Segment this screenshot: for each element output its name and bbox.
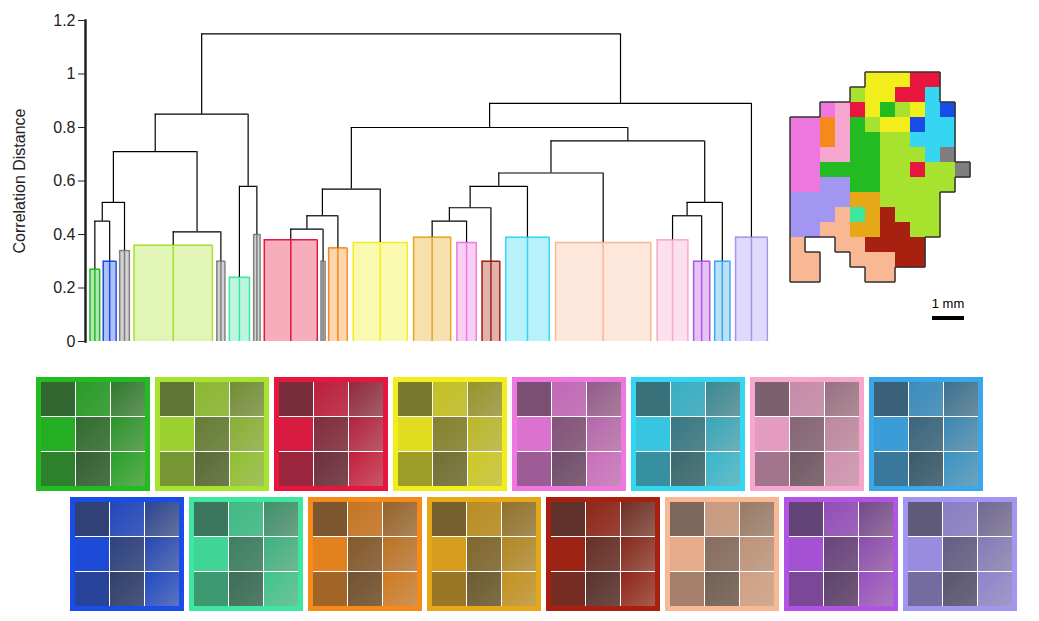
svg-text:1.2: 1.2 bbox=[53, 12, 75, 29]
svg-text:0.2: 0.2 bbox=[53, 279, 75, 296]
svg-text:1 mm: 1 mm bbox=[932, 296, 965, 311]
svg-text:0.4: 0.4 bbox=[53, 226, 75, 243]
svg-text:0.8: 0.8 bbox=[53, 119, 75, 136]
svg-text:Correlation Distance: Correlation Distance bbox=[11, 108, 28, 253]
svg-text:0: 0 bbox=[67, 333, 76, 350]
svg-text:0.6: 0.6 bbox=[53, 172, 75, 189]
svg-text:1: 1 bbox=[67, 65, 76, 82]
